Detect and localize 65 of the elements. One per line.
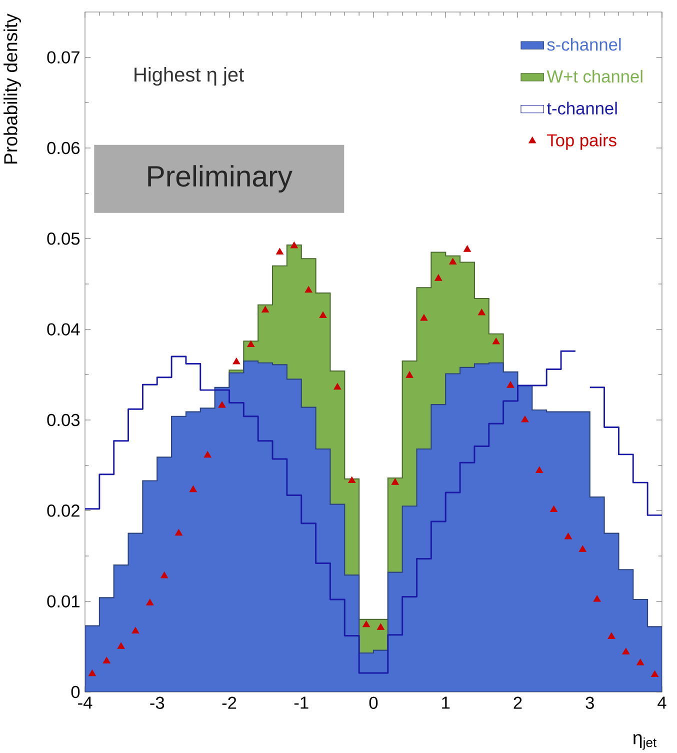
point	[593, 595, 601, 602]
x-tick-label: 1	[442, 696, 450, 709]
point	[146, 598, 154, 606]
legend-label: t-channel	[546, 102, 617, 115]
legend-label: W+t channel	[546, 70, 642, 83]
annotation: Preliminary	[148, 165, 292, 192]
y-tick-label: 0	[71, 686, 80, 698]
point	[319, 311, 327, 318]
x-axis-title: η$_{jet}$	[633, 734, 657, 750]
point	[276, 248, 284, 255]
x-tick-label: -1	[294, 696, 308, 709]
point	[132, 626, 140, 634]
x-tick-label: 4	[658, 696, 666, 709]
point	[247, 340, 255, 348]
annotation: Highest η jet	[134, 67, 244, 86]
point	[290, 242, 298, 248]
y-tick-label: 0.02	[47, 504, 80, 517]
point	[88, 670, 96, 676]
y-tick-label: 0.07	[47, 51, 80, 64]
x-tick-label: -4	[78, 696, 92, 709]
point	[160, 572, 168, 578]
point	[348, 476, 356, 484]
x-tick-label: -3	[150, 696, 164, 709]
point	[564, 532, 572, 540]
x-tick-label: 2	[514, 696, 522, 709]
y-tick-label: 0.01	[47, 595, 80, 608]
x-tick-label: 0	[369, 696, 378, 709]
point	[420, 314, 428, 321]
point	[636, 658, 644, 666]
point	[232, 358, 240, 364]
point	[506, 381, 514, 388]
point	[362, 620, 370, 628]
point	[376, 623, 384, 630]
point	[536, 466, 544, 474]
y-tick-label: 0.04	[47, 323, 80, 336]
point	[117, 642, 125, 649]
point	[406, 371, 414, 378]
point	[262, 306, 270, 313]
point	[334, 383, 342, 390]
point	[102, 656, 110, 664]
point	[391, 478, 399, 485]
legend-label: Top pairs	[547, 134, 616, 150]
y-tick-label: 0.05	[47, 232, 80, 245]
point	[550, 505, 558, 512]
point	[651, 670, 659, 678]
point	[608, 632, 616, 639]
y-tick-label: 0.06	[47, 142, 80, 154]
legend-label: s-channel	[547, 38, 621, 51]
y-axis-title: Probability density	[4, 14, 21, 164]
y-tick-label: 0.03	[47, 414, 80, 426]
point	[478, 308, 486, 316]
x-tick-label: -2	[222, 696, 236, 709]
point	[218, 401, 226, 408]
point	[622, 648, 630, 654]
point	[189, 486, 197, 492]
point	[304, 286, 312, 293]
x-tick-label: 3	[586, 696, 594, 709]
point	[464, 245, 471, 252]
point	[434, 274, 442, 281]
point	[449, 258, 457, 265]
point	[175, 529, 182, 536]
point	[492, 338, 500, 344]
point	[578, 545, 586, 552]
point	[204, 451, 212, 458]
point	[521, 416, 529, 422]
